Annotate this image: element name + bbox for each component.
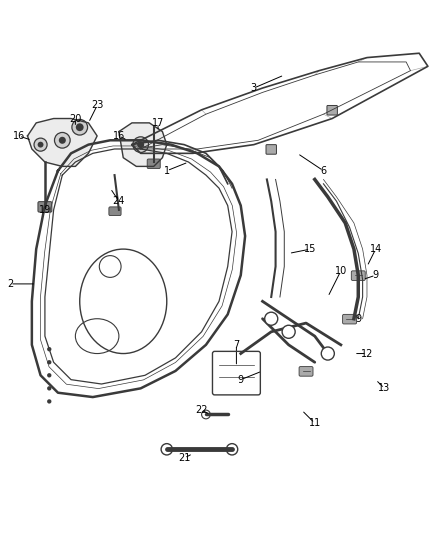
Circle shape [226,443,238,455]
Circle shape [47,373,51,377]
Text: 9: 9 [355,314,361,324]
Circle shape [34,138,47,151]
Text: 9: 9 [238,375,244,385]
FancyBboxPatch shape [109,207,121,215]
Circle shape [47,386,51,391]
Circle shape [76,123,84,131]
Text: 6: 6 [320,166,326,176]
Circle shape [47,347,51,351]
Text: 3: 3 [251,83,257,93]
Text: 22: 22 [195,405,208,415]
Text: 13: 13 [378,383,391,393]
Circle shape [133,137,148,152]
Circle shape [54,133,70,148]
Circle shape [161,443,173,455]
Text: 14: 14 [370,244,382,254]
Circle shape [47,360,51,365]
Text: 21: 21 [178,453,191,463]
Polygon shape [119,123,167,166]
Text: 12: 12 [361,349,373,359]
Text: 20: 20 [69,114,81,124]
FancyBboxPatch shape [327,106,337,115]
FancyBboxPatch shape [266,144,276,154]
FancyBboxPatch shape [38,201,52,212]
FancyBboxPatch shape [343,314,357,324]
Text: 15: 15 [304,244,317,254]
Text: 23: 23 [91,100,103,110]
Text: 19: 19 [39,205,51,215]
Text: 7: 7 [233,340,240,350]
FancyBboxPatch shape [351,271,365,280]
Circle shape [72,119,88,135]
FancyBboxPatch shape [299,367,313,376]
Text: 2: 2 [7,279,13,289]
Text: 11: 11 [309,418,321,428]
Circle shape [47,399,51,403]
Circle shape [201,410,210,419]
Circle shape [321,347,334,360]
Circle shape [137,141,144,148]
Text: 1: 1 [164,166,170,176]
Text: 17: 17 [152,118,164,128]
Text: 24: 24 [113,196,125,206]
Circle shape [59,137,66,144]
Circle shape [265,312,278,325]
Polygon shape [28,118,97,166]
Text: 10: 10 [335,266,347,276]
FancyBboxPatch shape [147,159,160,168]
Circle shape [282,325,295,338]
Text: 16: 16 [113,131,125,141]
Circle shape [38,142,43,148]
Text: 16: 16 [13,131,25,141]
Text: 9: 9 [373,270,379,280]
